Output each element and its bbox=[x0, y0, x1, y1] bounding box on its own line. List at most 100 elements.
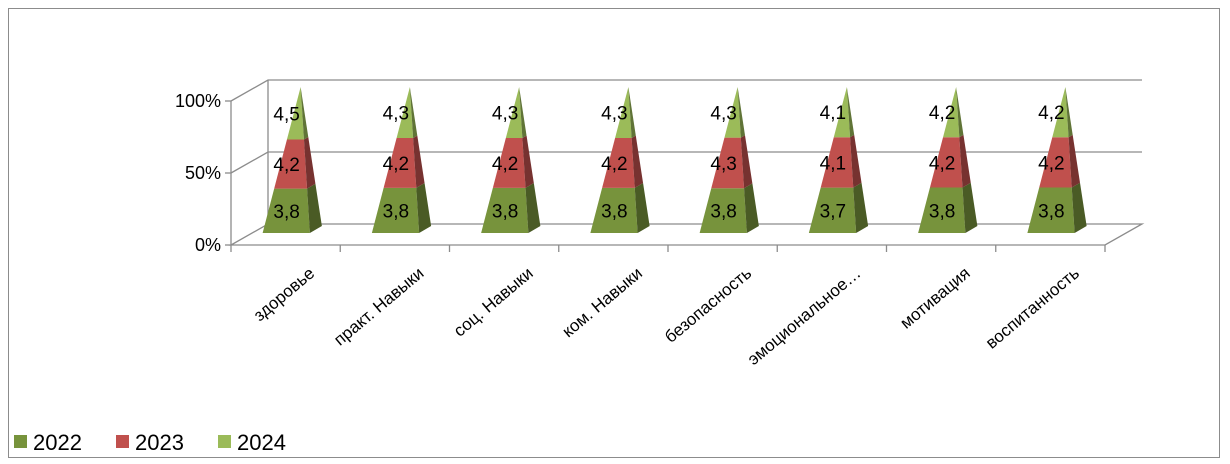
data-label: 4,1 bbox=[820, 153, 846, 174]
pyramid-segment-2024 bbox=[724, 87, 741, 138]
pyramid-side-2024 bbox=[519, 87, 527, 139]
data-label: 4,2 bbox=[383, 154, 409, 175]
pyramid-segment-2023 bbox=[711, 137, 745, 189]
pyramid-segment-2023 bbox=[929, 137, 963, 188]
pyramid-side-2024 bbox=[300, 87, 309, 140]
data-label: 4,3 bbox=[710, 103, 736, 124]
pyramid-segment-2024 bbox=[615, 87, 632, 139]
pyramid-segment-2024 bbox=[833, 87, 851, 138]
data-label: 3,8 bbox=[929, 201, 955, 222]
pyramid-side-2023 bbox=[631, 135, 644, 188]
data-label: 3,7 bbox=[820, 201, 846, 222]
pyramid-segment-2024 bbox=[1052, 87, 1069, 138]
data-label: 4,2 bbox=[929, 153, 955, 174]
x-axis-ticks: здоровье практ. Навыки соц. Навыки ком. Нав… bbox=[230, 245, 1106, 369]
pyramid-segment-2022 bbox=[808, 187, 857, 233]
data-label: 3,8 bbox=[383, 201, 409, 222]
data-label: 4,5 bbox=[273, 104, 299, 125]
data-label: 4,2 bbox=[1038, 153, 1064, 174]
data-labels: 3,8 4,2 4,5 3,8 4,2 4,3 3,8 4,2 4,3 3,8 4,2 4,3 3,8 4… bbox=[273, 103, 1064, 223]
pyramid-segment-2022 bbox=[371, 187, 420, 233]
chart-walls bbox=[228, 80, 1145, 246]
pyramid-side-2023 bbox=[850, 134, 862, 188]
y-tick-label: 0% bbox=[195, 235, 221, 255]
x-tick-label: мотивация bbox=[897, 264, 974, 333]
pyramid-side-2022 bbox=[962, 182, 978, 233]
pyramid-side-2023 bbox=[413, 135, 425, 188]
pyramid-segment-2022 bbox=[481, 187, 529, 233]
pyramid-side-2024 bbox=[846, 87, 855, 138]
pyramid-chart: 0%50%100% 3,84,24,53,84,24,33,84,24,33,8… bbox=[14, 79, 1145, 455]
chart-frame: 0% 50% 100% 3,8 4,2 4,5 3,8 4,2 4,3 3,8 4,2 4,3 3,8… bbox=[8, 8, 1220, 458]
data-label: 3,8 bbox=[492, 201, 518, 222]
pyramid-side-2022 bbox=[744, 183, 759, 233]
pyramid-side-2022 bbox=[853, 182, 869, 233]
data-label: 4,2 bbox=[273, 155, 299, 176]
x-tick-label: ком. Навыки bbox=[559, 264, 646, 342]
pyramid-side-2022 bbox=[1071, 182, 1087, 233]
data-label: 4,3 bbox=[710, 154, 736, 175]
data-label: 3,8 bbox=[601, 201, 627, 222]
pyramid-segment-2022 bbox=[262, 188, 310, 233]
data-label: 4,3 bbox=[601, 104, 627, 125]
pyramid-side-2023 bbox=[959, 134, 971, 188]
pyramid-side-2022 bbox=[634, 183, 650, 233]
pyramid-segment-2023 bbox=[492, 138, 526, 188]
pyramid-segment-2024 bbox=[505, 87, 523, 139]
legend-label-2022: 2022 bbox=[33, 430, 82, 455]
gridline bbox=[230, 79, 1142, 102]
pyramid-side-2022 bbox=[525, 183, 541, 233]
legend-label-2024: 2024 bbox=[237, 430, 286, 455]
pyramid-side-2023 bbox=[303, 137, 316, 189]
pyramid-segment-2023 bbox=[274, 139, 308, 189]
y-axis-ticks: 0% 50% 100% bbox=[175, 91, 231, 255]
x-tick-label: практ. Навыки bbox=[330, 264, 427, 350]
y-tick-label: 100% bbox=[175, 91, 221, 111]
pyramid-side-2024 bbox=[1065, 87, 1073, 138]
chart-floor bbox=[228, 223, 1145, 246]
pyramid-segment-2023 bbox=[820, 137, 854, 188]
data-label: 4,2 bbox=[929, 103, 955, 124]
pyramid-side-2022 bbox=[307, 183, 322, 233]
pyramids bbox=[262, 87, 1087, 233]
y-tick-label: 50% bbox=[185, 163, 221, 183]
pyramid-segment-2022 bbox=[1027, 187, 1075, 233]
legend-swatch-2023 bbox=[116, 435, 129, 448]
legend: 2022 2023 2024 bbox=[14, 430, 286, 455]
pyramid-segment-2024 bbox=[943, 87, 960, 138]
pyramid-side-2024 bbox=[628, 87, 636, 139]
pyramid-side-2023 bbox=[1068, 134, 1081, 188]
legend-swatch-2024 bbox=[218, 435, 231, 448]
pyramid-segment-2022 bbox=[590, 187, 638, 233]
data-label: 4,2 bbox=[1038, 103, 1064, 124]
pyramid-segment-2023 bbox=[602, 138, 635, 188]
pyramid-side-2023 bbox=[522, 135, 534, 188]
data-label: 4,2 bbox=[601, 154, 627, 175]
data-label: 4,2 bbox=[492, 154, 518, 175]
pyramid-segment-2023 bbox=[1039, 137, 1072, 188]
pyramid-side-2023 bbox=[740, 135, 753, 189]
pyramid-side-2024 bbox=[956, 87, 964, 138]
legend-swatch-2022 bbox=[14, 435, 27, 448]
data-label: 4,1 bbox=[820, 103, 846, 124]
data-label: 3,8 bbox=[1038, 201, 1064, 222]
x-tick-label: воспитанность bbox=[982, 263, 1083, 352]
data-label: 3,8 bbox=[710, 202, 736, 223]
pyramid-segment-2022 bbox=[918, 187, 966, 233]
x-tick-label: безопасность bbox=[661, 263, 755, 346]
pyramid-side-2022 bbox=[416, 183, 432, 233]
pyramid-segment-2024 bbox=[286, 87, 304, 140]
pyramid-side-2024 bbox=[737, 87, 745, 138]
gridlines bbox=[230, 79, 1142, 174]
legend-label-2023: 2023 bbox=[135, 430, 184, 455]
x-tick-label: соц. Навыки bbox=[450, 264, 537, 341]
data-label: 4,3 bbox=[492, 104, 518, 125]
pyramid-segment-2024 bbox=[396, 87, 414, 139]
pyramid-side-2024 bbox=[409, 87, 418, 139]
data-label: 4,3 bbox=[383, 104, 409, 125]
pyramid-segment-2023 bbox=[383, 138, 417, 188]
data-label: 3,8 bbox=[273, 202, 299, 223]
x-tick-label: здоровье bbox=[250, 264, 318, 326]
pyramid-segment-2022 bbox=[699, 188, 747, 233]
x-tick-label: эмоциональное… bbox=[744, 264, 865, 369]
